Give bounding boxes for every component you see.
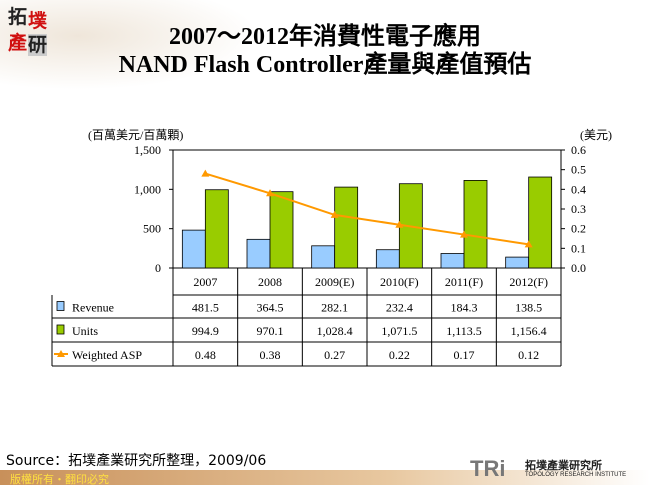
asp-marker — [201, 169, 210, 177]
y2-tick-label: 0.6 — [571, 143, 586, 157]
table-cell: 0.38 — [260, 348, 281, 362]
bar-units — [528, 176, 553, 269]
category-label: 2010(F) — [380, 275, 419, 289]
legend-label: Units — [72, 324, 98, 338]
y-tick-label: 0 — [155, 261, 161, 275]
y2-tick-label: 0.1 — [571, 241, 586, 255]
bar-revenue — [311, 245, 336, 269]
y2-tick-label: 0.5 — [571, 163, 586, 177]
legend-swatch-units — [56, 324, 65, 335]
table-cell: 1,156.4 — [511, 324, 547, 338]
asp-marker — [330, 210, 339, 218]
tri-name-en: TOPOLOGY RESEARCH INSTITUTE — [525, 472, 627, 478]
page-title-line2: NAND Flash Controller產量與產值預估 — [118, 52, 532, 78]
table-cell: 282.1 — [321, 301, 348, 315]
asp-marker — [524, 240, 533, 248]
y2-tick-label: 0.3 — [571, 202, 586, 216]
category-label: 2007 — [193, 275, 217, 289]
footer-bar: 版權所有・翻印必究 — [0, 470, 650, 486]
right-axis-unit: (美元) — [580, 128, 612, 142]
table-cell: 0.27 — [324, 348, 345, 362]
table-cell: 970.1 — [257, 324, 284, 338]
bar-units — [463, 180, 488, 269]
y-tick-label: 500 — [143, 222, 161, 236]
source-note: Source：拓墣產業研究所整理，2009/06 — [6, 453, 267, 469]
copyright-text: 版權所有・翻印必究 — [10, 473, 109, 486]
category-label: 2008 — [258, 275, 282, 289]
table-cell: 0.22 — [389, 348, 410, 362]
logo-char: 研 — [28, 34, 48, 56]
page-title-line1: 2007～2012年消費性電子應用 — [169, 24, 481, 50]
y2-tick-label: 0.2 — [571, 222, 586, 236]
table-cell: 481.5 — [192, 301, 219, 315]
plot-area — [172, 149, 562, 269]
table-cell: 184.3 — [451, 301, 478, 315]
y2-tick-label: 0.4 — [571, 182, 586, 196]
asp-marker — [460, 230, 468, 238]
y2-tick-label: 0.0 — [571, 261, 586, 275]
bar-revenue — [246, 238, 271, 269]
logo-char: 產 — [8, 32, 28, 54]
category-label: 2012(F) — [509, 275, 548, 289]
category-label: 2011(F) — [445, 275, 483, 289]
table-cell: 0.48 — [195, 348, 216, 362]
bar-revenue — [505, 256, 530, 269]
asp-line — [205, 172, 529, 246]
table-cell: 138.5 — [515, 301, 542, 315]
logo-char: 墣 — [28, 10, 48, 32]
asp-marker — [395, 220, 404, 228]
bar-units — [269, 191, 294, 269]
legend-label: Weighted ASP — [72, 348, 142, 362]
tri-name-cn: 拓墣產業研究所 — [525, 459, 602, 472]
legend-marker-asp — [57, 350, 65, 357]
logo-char: 拓 — [8, 6, 28, 28]
bar-revenue — [375, 249, 400, 269]
table-cell: 0.17 — [454, 348, 475, 362]
table-cell: 1,071.5 — [381, 324, 417, 338]
left-axis-unit: (百萬美元/百萬顆) — [88, 128, 183, 142]
table-cell: 232.4 — [386, 301, 413, 315]
tri-logo-mark: TRi — [470, 456, 506, 481]
table-cell: 1,113.5 — [446, 324, 482, 338]
y-tick-label: 1,000 — [134, 182, 161, 196]
bar-revenue — [181, 229, 206, 269]
category-label: 2009(E) — [315, 275, 354, 289]
logo: 拓 墣 產 研 — [8, 6, 50, 56]
table-cell: 994.9 — [192, 324, 219, 338]
legend-label: Revenue — [72, 301, 114, 315]
asp-marker — [266, 189, 274, 197]
legend-swatch-revenue — [56, 301, 65, 311]
table-cell: 364.5 — [257, 301, 284, 315]
bar-revenue — [440, 253, 465, 269]
table-cell: 1,028.4 — [317, 324, 353, 338]
bar-units — [334, 186, 359, 269]
bar-units — [204, 189, 229, 269]
y-tick-label: 1,500 — [134, 143, 161, 157]
table-cell: 0.12 — [518, 348, 539, 362]
